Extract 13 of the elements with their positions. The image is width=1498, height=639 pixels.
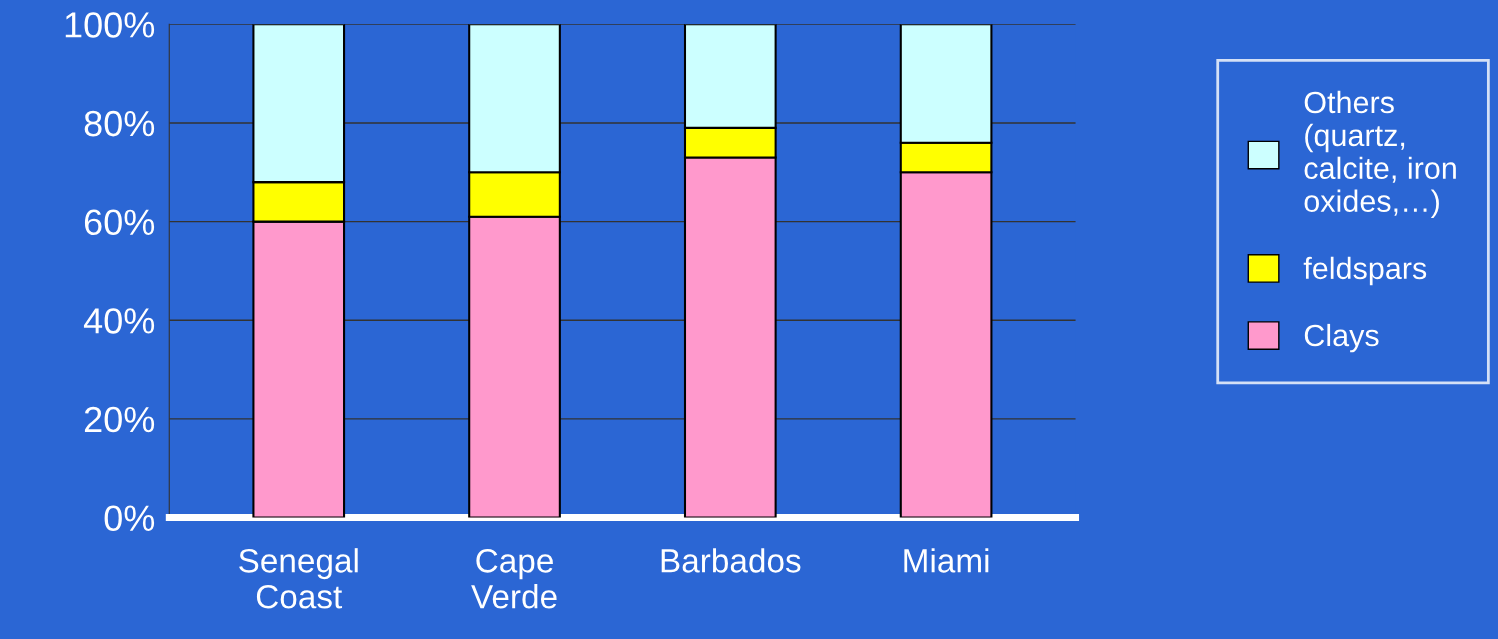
y-tick-label: 80%	[84, 110, 155, 137]
legend-label: feldspars	[1303, 256, 1427, 286]
y-tick-label: 40%	[83, 308, 155, 334]
legend-label: Others (quartz, calcite, iron oxides,…)	[1304, 90, 1456, 219]
x-tick-label: Senegal Coast	[239, 548, 358, 609]
x-tick-label: Miami	[904, 548, 989, 573]
y-tick-label: 0%	[104, 505, 155, 532]
legend-label: Clays	[1304, 323, 1379, 353]
x-tick-label: Barbados	[661, 548, 801, 573]
y-tick-label: 60%	[84, 209, 155, 236]
y-tick-label: 100%	[65, 12, 155, 38]
y-tick-label: 20%	[84, 406, 155, 433]
x-tick-label: Cape Verde	[471, 549, 557, 609]
